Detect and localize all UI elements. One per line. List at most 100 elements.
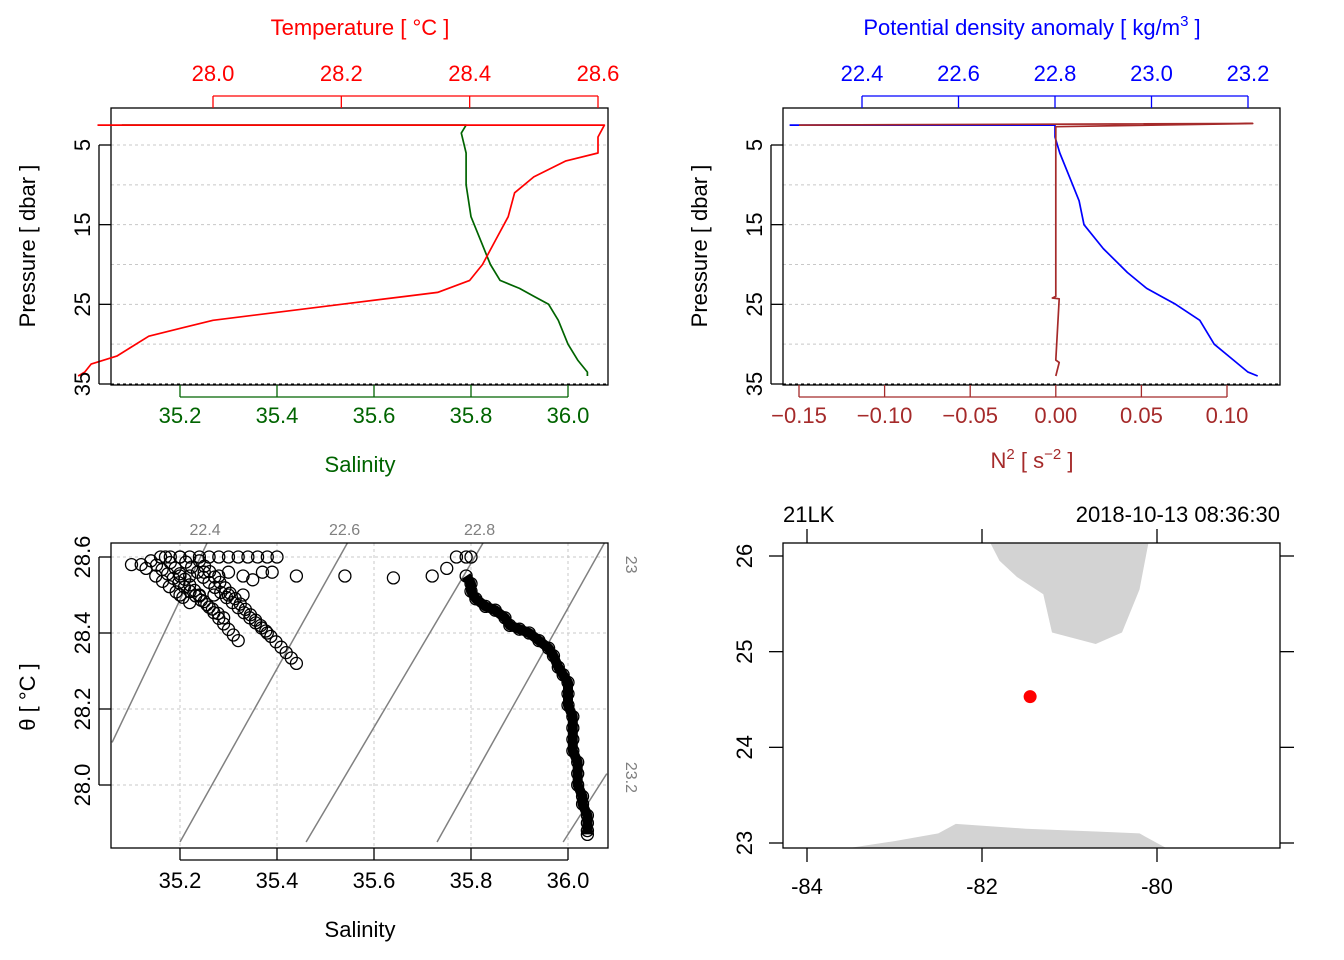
pressure-axis-title-2: Pressure [ dbar ] [687, 165, 712, 328]
pressure-axis-tick-label: 15 [742, 212, 767, 236]
ts-point [192, 550, 207, 564]
station-marker [1023, 690, 1037, 704]
ts-point [173, 569, 187, 583]
ts-point [236, 569, 250, 583]
ts-point [260, 626, 274, 640]
n2-axis-title-text: N [991, 448, 1007, 473]
theta-axis-title: θ [ °C ] [15, 663, 40, 730]
ts-point [246, 573, 260, 587]
pressure-axis-tick-label: 25 [70, 292, 95, 316]
theta-tick-label: 28.0 [70, 764, 95, 807]
panel-station-map: 21LK 2018-10-13 08:36:30 -84 -82 -80 23 24 25… [732, 502, 1294, 899]
isopycnal-label: 23 [622, 556, 639, 574]
n2-profile-line [798, 122, 1254, 377]
ts-point [207, 588, 221, 602]
n2-axis-tick-label: 0.05 [1120, 403, 1163, 428]
salinity-axis-tick-label: 35.2 [159, 403, 202, 428]
n2-axis-title-end: ] [1061, 448, 1073, 473]
n2-axis-tick-label: 0.10 [1206, 403, 1249, 428]
temperature-axis-tick-label: 28.6 [577, 61, 620, 86]
temperature-axis-tick-label: 28.4 [448, 61, 491, 86]
isopycnal-label: 22.4 [190, 522, 221, 539]
temperature-axis-tick-label: 28.0 [192, 61, 235, 86]
ts-point [449, 550, 464, 564]
ts-points-group [124, 550, 595, 842]
ts-point [212, 569, 226, 583]
n2-axis-title-sup2: −2 [1044, 446, 1061, 463]
ts-dense-profile [461, 573, 593, 836]
ts-point [425, 569, 439, 583]
salinity-axis-tick-label: 36.0 [547, 403, 590, 428]
ts-point [386, 571, 401, 585]
theta-tick-label: 28.4 [70, 612, 95, 655]
salinity-axis-tick-label: 35.6 [353, 403, 396, 428]
ts-point [289, 569, 304, 583]
ts-point [134, 557, 148, 572]
ts-point [183, 569, 197, 583]
station-datetime: 2018-10-13 08:36:30 [1076, 502, 1280, 527]
ts-point [270, 550, 284, 564]
ts-point [183, 550, 197, 564]
density-axis-tick-label: 22.6 [937, 61, 980, 86]
ts-point [153, 550, 168, 564]
isopycnal-label: 22.8 [464, 522, 495, 539]
temperature-axis-title: Temperature [ °C ] [271, 15, 450, 40]
ts-point [231, 633, 245, 648]
ts-point [173, 550, 187, 564]
ts-point [255, 565, 270, 579]
pressure-axis-title: Pressure [ dbar ] [15, 165, 40, 328]
latitude-tick-label: 23 [732, 831, 757, 855]
density-profile-line [789, 124, 1259, 377]
ts-point [212, 550, 226, 564]
land-polygon [850, 823, 1166, 848]
density-axis-tick-label: 23.0 [1130, 61, 1173, 86]
temperature-profile-line [77, 124, 606, 377]
theta-tick-label: 28.6 [70, 536, 95, 579]
ts-point [173, 588, 187, 602]
panel-density-n2-profile: Potential density anomaly [ kg/m3 ] N2 [… [687, 13, 1281, 473]
isopycnal-label: 23.2 [622, 762, 639, 793]
pressure-axis-tick-label: 15 [70, 212, 95, 236]
ts-point [197, 565, 211, 579]
land-group [850, 543, 1166, 848]
ts-point [241, 550, 255, 564]
ts-point [459, 550, 473, 564]
density-axis-tick-label: 22.4 [841, 61, 884, 86]
pressure-axis-tick-label: 35 [742, 372, 767, 396]
ts-point [440, 561, 454, 576]
density-axis-title: Potential density anomaly [ kg/m3 ] [863, 13, 1200, 40]
ts-salinity-tick-label: 35.8 [450, 868, 493, 893]
ts-point [221, 565, 236, 579]
n2-axis-tick-label: −0.05 [942, 403, 998, 428]
salinity-profile-line [121, 124, 589, 376]
pressure-axis-tick-label: 5 [70, 139, 95, 151]
density-axis-title-end: ] [1188, 15, 1200, 40]
ts-frame [110, 542, 609, 849]
salinity-axis-tick-label: 35.8 [450, 403, 493, 428]
n2-axis-tick-label: 0.00 [1034, 403, 1077, 428]
ts-point [139, 561, 153, 576]
ts-point [260, 550, 274, 564]
ts-point [289, 656, 304, 671]
isopycnal-group [111, 543, 608, 843]
profile-ts-frame [110, 107, 609, 386]
density-axis-title-sup: 3 [1180, 13, 1188, 30]
ts-point [221, 550, 236, 564]
ts-salinity-axis-title: Salinity [325, 917, 396, 942]
longitude-tick-label: -82 [966, 874, 998, 899]
station-name: 21LK [783, 502, 835, 527]
longitude-tick-label: -80 [1141, 874, 1173, 899]
land-polygon [990, 543, 1149, 644]
temperature-axis-tick-label: 28.2 [320, 61, 363, 86]
isopycnal-label: 22.6 [329, 522, 360, 539]
pressure-axis-tick-label: 25 [742, 292, 767, 316]
salinity-axis-tick-label: 35.4 [256, 403, 299, 428]
ts-point [464, 550, 478, 564]
ts-point [192, 588, 207, 602]
density-axis-tick-label: 23.2 [1227, 61, 1270, 86]
density-axis-tick-label: 22.8 [1034, 61, 1077, 86]
ts-point [250, 550, 265, 564]
ts-point [221, 588, 236, 602]
latitude-tick-label: 24 [732, 735, 757, 759]
